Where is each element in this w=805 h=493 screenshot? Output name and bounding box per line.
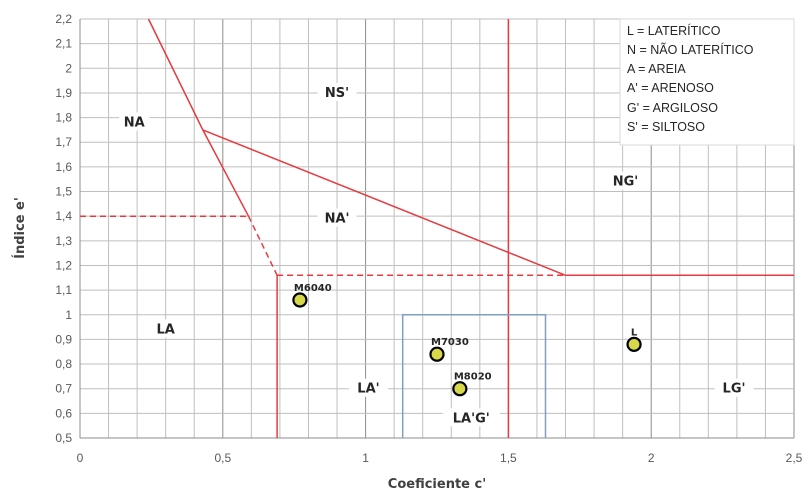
x-tick-labels: 0 0,5 1 1,5 2 2,5 xyxy=(77,451,803,465)
y-tick-label: 1,9 xyxy=(55,86,72,100)
data-point-marker xyxy=(429,346,445,362)
x-tick-label: 0 xyxy=(77,451,84,465)
y-tick-label: 1,5 xyxy=(55,185,72,199)
boundary-line xyxy=(247,215,278,276)
y-tick-label: 1,3 xyxy=(55,234,72,248)
legend-item: A = AREIA xyxy=(627,62,686,76)
legend: L = LATERÍTICO N = NÃO LATERÍTICO A = AR… xyxy=(619,18,795,146)
legend-box xyxy=(619,18,795,146)
region-label-bg xyxy=(605,171,645,190)
y-tick-label: 1 xyxy=(65,308,72,322)
region-label-bg xyxy=(317,82,357,101)
region-label: LA' xyxy=(357,382,379,397)
region-label: NG' xyxy=(613,175,639,190)
data-point-label: M7030 xyxy=(431,337,469,348)
y-tick-label: 0,9 xyxy=(55,332,72,346)
data-points: M6040 M7030 M8020 L xyxy=(292,283,642,397)
data-point-label: M6040 xyxy=(294,283,332,294)
region-label: LA xyxy=(157,323,175,338)
region-label-bg xyxy=(317,208,357,227)
region-label: LG' xyxy=(723,382,746,397)
x-tick-label: 1 xyxy=(362,451,369,465)
y-tick-label: 0,8 xyxy=(55,357,72,371)
y-tick-label: 1,8 xyxy=(55,111,72,125)
x-tick-label: 1,5 xyxy=(500,451,517,465)
y-tick-label: 1,2 xyxy=(55,258,72,272)
y-tick-label: 1,6 xyxy=(55,160,72,174)
y-tick-label: 2,2 xyxy=(55,12,72,26)
region-label: NA' xyxy=(325,212,350,227)
data-point-label: M8020 xyxy=(454,372,492,383)
data-point-marker xyxy=(292,292,308,308)
y-tick-label: 1,1 xyxy=(55,283,72,297)
x-axis-title: Coeficiente c' xyxy=(388,477,486,492)
y-tick-label: 1,7 xyxy=(55,135,72,149)
data-point-label: L xyxy=(631,327,638,338)
y-tick-labels: 0,5 0,6 0,7 0,8 0,9 1 1,1 1,2 1,3 1,4 1,5 1,6 1,7 1,8… xyxy=(55,12,72,445)
region-label-bg xyxy=(119,112,150,131)
y-tick-label: 1,4 xyxy=(55,209,72,223)
data-point-marker xyxy=(452,381,468,397)
y-tick-label: 0,7 xyxy=(55,382,72,396)
y-tick-label: 0,5 xyxy=(55,431,72,445)
y-tick-label: 2 xyxy=(65,61,72,75)
data-point-marker xyxy=(626,336,642,352)
region-label: NS' xyxy=(325,86,349,101)
lacg-box-line xyxy=(401,314,547,438)
x-tick-label: 2 xyxy=(648,451,655,465)
x-tick-label: 2,5 xyxy=(786,451,803,465)
legend-item: A' = ARENOSO xyxy=(627,81,714,95)
y-axis-title: Índice e' xyxy=(12,197,28,259)
boundary-line xyxy=(202,129,566,276)
y-tick-label: 0,6 xyxy=(55,406,72,420)
region-label-bg xyxy=(442,408,500,427)
legend-item: G' = ARGILOSO xyxy=(627,101,718,115)
legend-item: S' = SILTOSO xyxy=(627,120,705,134)
region-label: LA'G' xyxy=(453,411,490,426)
boundary-lines xyxy=(80,18,794,438)
region-labels: NA NS' NA' NG' LA LA' LA'G' LG' xyxy=(119,82,754,427)
legend-item: N = NÃO LATERÍTICO xyxy=(627,42,754,57)
region-label-bg xyxy=(348,378,388,397)
region-label-bg xyxy=(150,319,181,338)
legend-item: L = LATERÍTICO xyxy=(627,23,721,38)
region-label-bg xyxy=(714,378,754,397)
region-label: NA xyxy=(124,116,145,131)
x-tick-label: 0,5 xyxy=(214,451,231,465)
y-tick-label: 2,1 xyxy=(55,37,72,51)
